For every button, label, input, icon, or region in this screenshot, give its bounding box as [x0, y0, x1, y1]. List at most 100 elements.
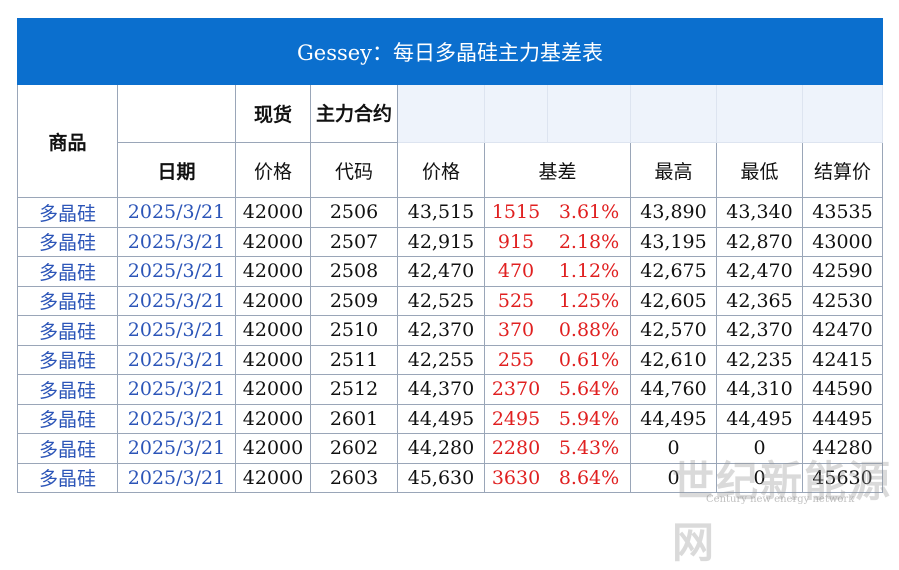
cell: 42,870: [716, 226, 803, 257]
cell: 42,610: [630, 344, 717, 375]
cell: 2025/3/21: [117, 374, 236, 405]
header-cell: 现货: [235, 84, 311, 143]
cell: 42,235: [716, 344, 803, 375]
cell: 525: [484, 285, 548, 316]
data-row: 多晶硅 2025/3/21 42000 2508 42,470 470 1.12% 42,67…: [17, 256, 884, 287]
cell: 370: [484, 315, 548, 346]
cell: 915: [484, 226, 548, 257]
cell: 42415: [801, 344, 884, 375]
cell: 44280: [801, 433, 884, 464]
cell: 2507: [310, 226, 398, 257]
cell: 42,570: [630, 315, 717, 346]
cell: 多晶硅: [17, 344, 118, 375]
table-body: Gessey：每日多晶硅主力基差表 商品 现货 主力合约 日期 价格 代码 价格…: [16, 18, 884, 493]
cell: 0: [630, 433, 717, 464]
cell: 2025/3/21: [117, 433, 236, 464]
cell: 5.94%: [547, 403, 631, 434]
cell: 5.64%: [547, 374, 631, 405]
cell: 255: [484, 344, 548, 375]
cell: 2508: [310, 256, 398, 287]
cell: 3.61%: [547, 197, 631, 228]
cell: 2603: [310, 462, 398, 493]
cell: 42000: [235, 403, 311, 434]
cell: 3630: [484, 462, 548, 493]
cell: 42000: [235, 462, 311, 493]
cell: 2506: [310, 197, 398, 228]
header-cell: [547, 84, 631, 143]
header-cell: 日期: [117, 142, 236, 198]
cell: 多晶硅: [17, 285, 118, 316]
header-cell: 结算价: [801, 142, 884, 198]
cell: 42000: [235, 433, 311, 464]
cell: 43,340: [716, 197, 803, 228]
cell: 2025/3/21: [117, 403, 236, 434]
cell: 42000: [235, 256, 311, 287]
header-cell: 价格: [397, 142, 485, 198]
cell: 5.43%: [547, 433, 631, 464]
data-row: 多晶硅 2025/3/21 42000 2601 44,495 2495 5.94% 44,4…: [17, 403, 884, 434]
cell: 42000: [235, 285, 311, 316]
data-row: 多晶硅 2025/3/21 42000 2602 44,280 2280 5.43% 0 0 44…: [17, 433, 884, 464]
page: Gessey：每日多晶硅主力基差表 商品 现货 主力合约 日期 价格 代码 价格…: [16, 18, 891, 567]
cell: 42590: [801, 256, 884, 287]
cell: 42,675: [630, 256, 717, 287]
cell: 2025/3/21: [117, 285, 236, 316]
cell: 42,255: [397, 344, 485, 375]
watermark-english: Century new energy network: [706, 494, 855, 505]
cell: 多晶硅: [17, 197, 118, 228]
cell: 2025/3/21: [117, 344, 236, 375]
cell: 2025/3/21: [117, 256, 236, 287]
cell: 44,760: [630, 374, 717, 405]
cell: 44,495: [397, 403, 485, 434]
cell: 470: [484, 256, 548, 287]
cell: 44,495: [716, 403, 803, 434]
header-cell: 主力合约: [310, 84, 398, 143]
cell: 2025/3/21: [117, 315, 236, 346]
cell: 42000: [235, 226, 311, 257]
cell: 42000: [235, 374, 311, 405]
cell: 2601: [310, 403, 398, 434]
cell: 43000: [801, 226, 884, 257]
cell: 42000: [235, 197, 311, 228]
cell: 2025/3/21: [117, 197, 236, 228]
header-cell: [716, 84, 803, 143]
header-row: 日期 价格 代码 价格 基差 最高 最低 结算价: [18, 142, 884, 198]
cell: 1515: [484, 197, 548, 228]
cell: 多晶硅: [17, 433, 118, 464]
header-cell: [801, 84, 884, 143]
header-row: 商品 现货 主力合约: [17, 84, 884, 198]
data-row: 多晶硅 2025/3/21 42000 2510 42,370 370 0.88% 42,57…: [17, 315, 884, 346]
cell: 2495: [484, 403, 548, 434]
cell: 2025/3/21: [117, 226, 236, 257]
cell: 2370: [484, 374, 548, 405]
cell: 45,630: [397, 462, 485, 493]
header-cell: 最低: [716, 142, 803, 198]
data-row: 多晶硅 2025/3/21 42000 2512 44,370 2370 5.64% 44,7…: [17, 374, 884, 405]
data-row: 多晶硅 2025/3/21 42000 2507 42,915 915 2.18% 43,19…: [17, 226, 884, 257]
cell: 42,525: [397, 285, 485, 316]
cell: 多晶硅: [17, 256, 118, 287]
cell: 42,370: [716, 315, 803, 346]
cell: 42,605: [630, 285, 717, 316]
cell: 42,370: [397, 315, 485, 346]
cell: 2510: [310, 315, 398, 346]
cell: 1.25%: [547, 285, 631, 316]
data-row: 多晶硅 2025/3/21 42000 2511 42,255 255 0.61% 42,61…: [17, 344, 884, 375]
cell: 44,280: [397, 433, 485, 464]
cell: 8.64%: [547, 462, 631, 493]
cell: 44,370: [397, 374, 485, 405]
header-cell: 商品: [17, 84, 118, 198]
cell: 2509: [310, 285, 398, 316]
cell: 2025/3/21: [117, 462, 236, 493]
cell: 2280: [484, 433, 548, 464]
cell: 45630: [801, 462, 884, 493]
header-cell: [630, 84, 717, 143]
cell: 43,195: [630, 226, 717, 257]
header-cell: [397, 84, 485, 143]
cell: 42530: [801, 285, 884, 316]
header-cell: 最高: [630, 142, 717, 198]
cell: 42,365: [716, 285, 803, 316]
cell: 多晶硅: [17, 374, 118, 405]
cell: 1.12%: [547, 256, 631, 287]
data-row: 多晶硅 2025/3/21 42000 2603 45,630 3630 8.64% 0 0 45…: [17, 462, 884, 493]
